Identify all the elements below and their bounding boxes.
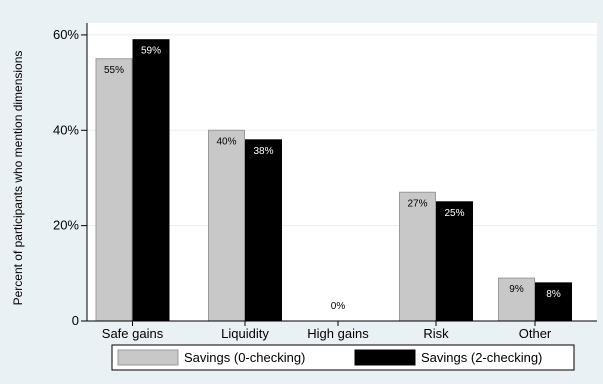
y-axis-title: Percent of participants who mention dime… bbox=[11, 51, 25, 306]
legend-label: Savings (0-checking) bbox=[184, 350, 305, 365]
legend-label: Savings (2-checking) bbox=[421, 350, 542, 365]
y-tick-label: 0 bbox=[72, 313, 79, 328]
gridlines bbox=[87, 34, 597, 227]
y-axis: 0 20% 40% 60% bbox=[53, 23, 88, 328]
y-tick-label: 20% bbox=[53, 218, 79, 233]
x-tick-label: Other bbox=[519, 326, 552, 341]
bar bbox=[132, 39, 170, 322]
bar bbox=[399, 191, 436, 322]
x-tick-label: Safe gains bbox=[102, 326, 164, 341]
legend: Savings (0-checking) Savings (2-checking) bbox=[111, 344, 575, 371]
y-tick-label: 40% bbox=[53, 122, 79, 137]
y-tick-label: 60% bbox=[53, 27, 79, 42]
bar-data-label: 27% bbox=[407, 198, 427, 209]
bar-data-label: 55% bbox=[104, 65, 124, 76]
bar bbox=[436, 201, 473, 322]
bar bbox=[245, 139, 282, 322]
bar-data-label: 40% bbox=[216, 136, 236, 147]
x-axis: Safe gains Liquidity High gains Risk Other bbox=[87, 320, 597, 341]
bar-data-label: 9% bbox=[509, 284, 524, 295]
bar-data-label: 38% bbox=[253, 146, 273, 157]
legend-box bbox=[111, 344, 575, 371]
bar bbox=[208, 129, 245, 322]
x-tick-label: Risk bbox=[423, 326, 449, 341]
plot-area bbox=[87, 23, 597, 321]
bar-data-label: 0% bbox=[331, 301, 346, 312]
bars bbox=[95, 39, 572, 322]
bar-labels: 55% 59% 40% 38% 0% 27% 25% 9% 8% bbox=[104, 46, 561, 312]
bar-data-label: 59% bbox=[141, 46, 161, 57]
bar bbox=[498, 277, 535, 322]
bar bbox=[535, 282, 572, 322]
x-tick-label: High gains bbox=[307, 326, 369, 341]
bar bbox=[95, 58, 133, 322]
bar-data-label: 8% bbox=[546, 289, 561, 300]
legend-swatch bbox=[354, 349, 416, 366]
legend-swatch bbox=[117, 349, 179, 366]
x-tick-label: Liquidity bbox=[221, 326, 269, 341]
bar-data-label: 25% bbox=[444, 208, 464, 219]
